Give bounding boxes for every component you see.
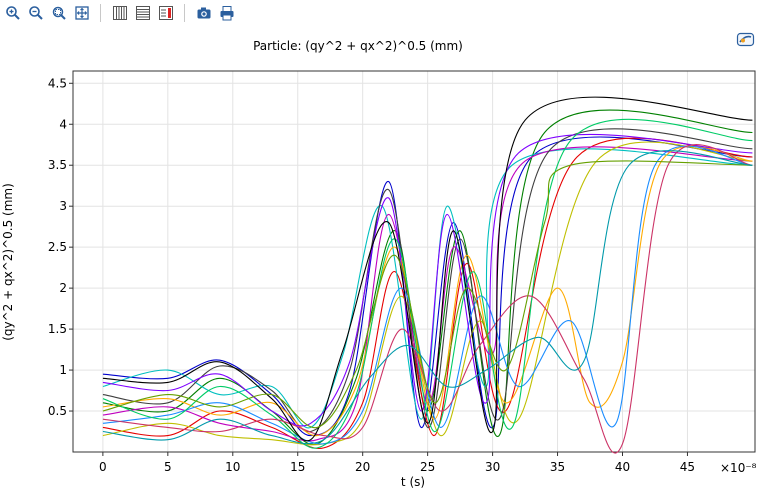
zoom-out-icon[interactable]	[26, 3, 46, 23]
series-line	[102, 145, 753, 437]
x-tick-label: 40	[615, 460, 630, 474]
x-tick-label: 35	[550, 460, 565, 474]
zoom-in-icon[interactable]	[3, 3, 23, 23]
ticks: 0 5 10 15 20 25 30 35 40 45 0.5 1 1.5 2 2.5 3 3.5 4 4.5	[48, 76, 695, 474]
series-line	[102, 137, 753, 449]
series-line	[102, 136, 753, 437]
y-tick-label: 3.5	[48, 158, 67, 172]
series-line	[102, 118, 753, 449]
x-tick-label: 20	[355, 460, 370, 474]
plot-settings-icon[interactable]	[736, 31, 756, 49]
zoom-box-icon[interactable]	[49, 3, 69, 23]
x-tick-label: 5	[164, 460, 172, 474]
toolbar	[0, 0, 763, 26]
x-grid-icon[interactable]	[110, 3, 130, 23]
series-group	[102, 96, 753, 454]
x-tick-label: 30	[485, 460, 500, 474]
series-line	[102, 141, 753, 446]
x-tick-label: 0	[99, 460, 107, 474]
x-tick-label: 15	[290, 460, 305, 474]
series-line	[102, 128, 753, 433]
print-icon[interactable]	[217, 3, 237, 23]
series-line	[102, 148, 753, 429]
legend-icon[interactable]	[156, 3, 176, 23]
series-line	[102, 144, 753, 454]
chart-title: Particle: (qy^2 + qx^2)^0.5 (mm)	[253, 39, 463, 53]
x-scale-label: ×10⁻⁸	[720, 461, 757, 475]
y-tick-label: 0.5	[48, 404, 67, 418]
x-axis-label: t (s)	[401, 475, 425, 488]
x-tick-label: 45	[680, 460, 695, 474]
series-line	[102, 160, 753, 429]
y-tick-label: 2	[59, 281, 67, 295]
zoom-extents-icon[interactable]	[72, 3, 92, 23]
toolbar-separator	[184, 4, 185, 22]
y-tick-label: 1	[59, 363, 67, 377]
plot-area: Particle: (qy^2 + qx^2)^0.5 (mm) 0 5 10 15 2…	[1, 39, 757, 488]
y-grid-icon[interactable]	[133, 3, 153, 23]
y-tick-label: 3	[59, 199, 67, 213]
x-tick-label: 25	[420, 460, 435, 474]
y-tick-label: 4.5	[48, 76, 67, 90]
toolbar-separator	[100, 4, 101, 22]
y-tick-label: 4	[59, 117, 67, 131]
axes-frame	[72, 70, 756, 453]
camera-icon[interactable]	[194, 3, 214, 23]
series-line	[102, 145, 753, 445]
y-tick-label: 2.5	[48, 240, 67, 254]
series-line	[102, 96, 753, 442]
series-line	[102, 150, 753, 445]
y-axis-label: (qy^2 + qx^2)^0.5 (mm)	[1, 183, 15, 341]
x-tick-label: 10	[225, 460, 240, 474]
grid	[73, 71, 755, 452]
y-tick-label: 1.5	[48, 322, 67, 336]
